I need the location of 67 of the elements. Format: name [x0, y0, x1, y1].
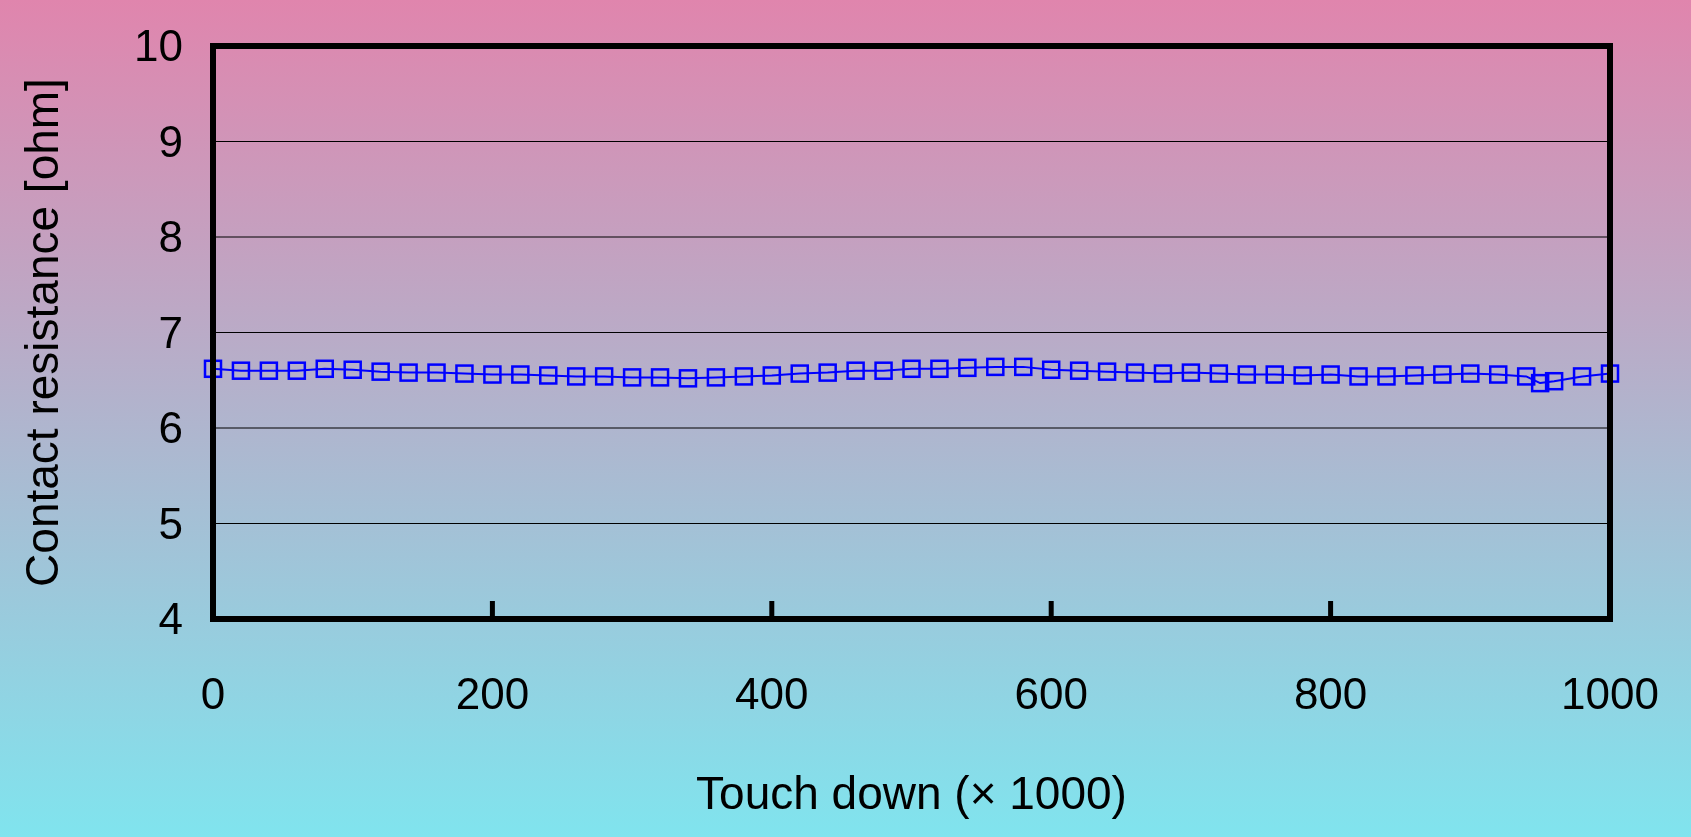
- y-tick-label: 7: [158, 307, 183, 357]
- point: [1461, 364, 1480, 383]
- x-axis-title: Touch down (× 1000): [696, 767, 1127, 819]
- point: [678, 369, 698, 388]
- y-tick-label: 6: [158, 403, 183, 453]
- x-tick-label: 400: [735, 669, 809, 718]
- point: [874, 361, 893, 380]
- point: [455, 364, 474, 383]
- point: [399, 363, 418, 382]
- point: [790, 364, 809, 383]
- point: [1069, 361, 1089, 380]
- point: [622, 368, 642, 387]
- point: [315, 359, 335, 379]
- point: [1181, 363, 1201, 382]
- point: [902, 359, 921, 379]
- point: [986, 357, 1005, 377]
- point: [1600, 364, 1620, 383]
- point: [734, 367, 754, 386]
- point: [343, 360, 362, 379]
- point: [1237, 365, 1257, 384]
- y-tick-label: 10: [134, 21, 183, 71]
- point: [511, 365, 530, 384]
- point: [483, 365, 502, 384]
- x-tick-label: 200: [455, 669, 530, 718]
- point: [594, 367, 614, 386]
- point: [1433, 365, 1452, 384]
- x-tick-label: 600: [1014, 669, 1088, 718]
- point: [1153, 364, 1173, 383]
- point: [1097, 362, 1117, 381]
- point: [818, 363, 837, 382]
- point: [231, 361, 251, 380]
- point: [259, 361, 279, 380]
- y-axis-title: Contact resistance [ohm]: [16, 78, 68, 587]
- point: [371, 362, 390, 381]
- point: [1572, 367, 1592, 386]
- x-tick-label: 0: [200, 669, 226, 718]
- point: [1349, 367, 1368, 386]
- point: [930, 359, 949, 379]
- point: [1014, 357, 1033, 377]
- point: [650, 368, 670, 387]
- point: [958, 358, 977, 378]
- point: [1041, 360, 1061, 379]
- point: [1265, 365, 1284, 384]
- point: [1516, 367, 1536, 386]
- point: [1293, 366, 1312, 385]
- x-tick-label: 800: [1293, 669, 1368, 718]
- point: [1125, 363, 1145, 382]
- point: [706, 368, 726, 387]
- point: [1530, 373, 1550, 393]
- y-tick-label: 8: [158, 212, 183, 262]
- point: [1321, 365, 1340, 384]
- point: [1405, 366, 1424, 385]
- point: [427, 363, 446, 382]
- point: [1209, 364, 1229, 383]
- point: [1377, 367, 1396, 386]
- point: [566, 367, 586, 386]
- point: [539, 366, 558, 385]
- point: [1544, 371, 1564, 391]
- y-tick-label: 4: [158, 594, 183, 644]
- point: [287, 361, 307, 380]
- point: [203, 359, 223, 379]
- y-tick-label: 9: [158, 116, 183, 166]
- x-tick-label: 1000: [1561, 669, 1659, 718]
- y-tick-label: 5: [158, 498, 183, 548]
- point: [1488, 365, 1508, 384]
- point: [762, 366, 782, 385]
- point: [846, 361, 865, 380]
